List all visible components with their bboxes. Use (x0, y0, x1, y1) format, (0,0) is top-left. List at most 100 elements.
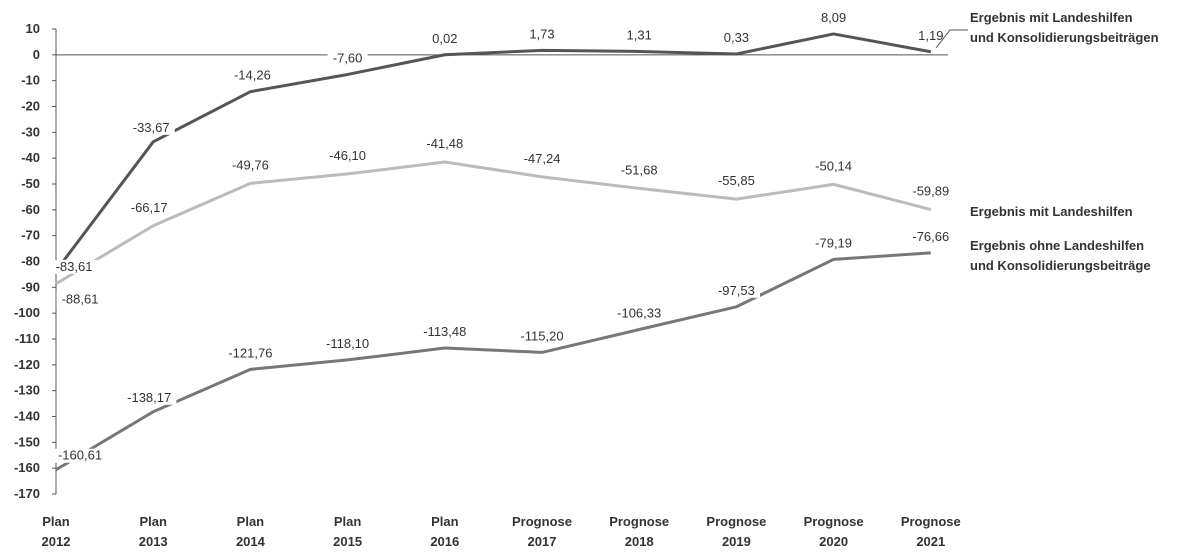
y-tick-label: -20 (21, 99, 40, 114)
x-tick-label: Prognose (706, 514, 766, 529)
data-label-background (327, 51, 368, 66)
data-label: -7,60 (333, 50, 363, 65)
data-label: -55,85 (718, 173, 755, 188)
data-label: -113,48 (423, 324, 466, 339)
x-tick-label: Prognose (609, 514, 669, 529)
data-label: -76,66 (912, 229, 949, 244)
y-tick-label: -90 (21, 279, 40, 294)
y-tick-label: -70 (21, 228, 40, 243)
x-tick-label: Plan (237, 514, 265, 529)
y-tick-label: 0 (33, 47, 40, 62)
data-label-background (226, 158, 274, 173)
data-label-background (712, 283, 760, 298)
data-label-background (122, 390, 177, 405)
x-tick-label: Plan (139, 514, 167, 529)
data-label: -160,61 (58, 448, 102, 463)
data-label-background (612, 306, 667, 321)
data-label-background (622, 28, 656, 43)
data-label-background (223, 346, 278, 361)
data-label-background (518, 151, 566, 166)
data-label-background (817, 10, 850, 25)
data-label: 0,33 (724, 30, 749, 45)
data-label: -59,89 (912, 184, 949, 199)
data-label-background (228, 68, 276, 83)
y-tick-label: -60 (21, 202, 40, 217)
data-label-background (712, 174, 760, 189)
data-label: -47,24 (524, 151, 561, 166)
y-tick-label: -130 (14, 383, 40, 398)
data-label-background (127, 120, 175, 135)
y-tick-label: -150 (14, 434, 40, 449)
data-label-background (56, 292, 104, 307)
data-label-background (428, 31, 462, 46)
data-label-background (514, 329, 570, 344)
x-tick-label: Plan (42, 514, 70, 529)
x-tick-label: 2020 (819, 534, 848, 549)
y-tick-label: -110 (15, 331, 40, 346)
x-tick-label: 2012 (42, 534, 71, 549)
data-label: -79,19 (815, 235, 852, 250)
legend-entry: Ergebnis ohne Landeshilfen (970, 238, 1144, 253)
data-label: -115,20 (520, 328, 563, 343)
data-label-background (810, 159, 858, 174)
x-tick-label: Prognose (804, 514, 864, 529)
series-line-2 (55, 160, 932, 286)
x-tick-label: Prognose (901, 514, 961, 529)
data-label: -121,76 (228, 345, 272, 360)
y-tick-label: -140 (14, 409, 40, 424)
data-label-background (421, 136, 469, 151)
data-label: -97,53 (718, 283, 755, 298)
data-label: 8,09 (821, 10, 846, 25)
data-label: -49,76 (232, 157, 269, 172)
data-label: -14,26 (234, 68, 271, 83)
x-tick-label: Prognose (512, 514, 572, 529)
data-label: -51,68 (621, 162, 658, 177)
data-label-background (907, 184, 955, 199)
legend-entry: und Konsolidierungsbeiträgen (970, 30, 1159, 45)
x-tick-label: 2021 (916, 534, 945, 549)
legend-entry: Ergebnis mit Landeshilfen (970, 204, 1133, 219)
data-label-background (907, 229, 955, 244)
data-label-background (525, 27, 559, 42)
y-tick-label: -170 (14, 486, 40, 501)
data-label: -46,10 (329, 148, 366, 163)
data-label-background (417, 324, 472, 339)
x-tick-label: 2015 (333, 534, 362, 549)
data-label: -33,67 (133, 120, 170, 135)
y-tick-label: -80 (21, 254, 40, 269)
x-tick-label: 2018 (625, 534, 654, 549)
y-tick-label: -10 (21, 73, 40, 88)
data-label: -106,33 (617, 306, 661, 321)
data-label-background (52, 448, 108, 463)
x-tick-label: 2014 (236, 534, 266, 549)
data-labels: -83,61 -33,67 -14,26 -7,60 0,02 1,73 1,31 0,33 8… (50, 10, 955, 463)
axes: 10 0 -10 -20 -30 -40 -50 -60 -70 -80 -90 -100 -110 -1… (14, 21, 961, 549)
legend-entry: und Konsolidierungsbeiträge (970, 258, 1151, 273)
data-label-background (324, 148, 372, 163)
x-tick-label: Plan (334, 514, 362, 529)
data-label: 1,19 (918, 28, 943, 43)
y-tick-label: -120 (14, 357, 40, 372)
data-label: 1,73 (529, 26, 554, 41)
y-tick-label: -100 (14, 305, 40, 320)
series-line-1 (54, 32, 932, 272)
data-label-background (320, 336, 375, 351)
data-label-background (125, 200, 173, 215)
y-tick-label: -30 (21, 124, 40, 139)
y-tick-label: -40 (21, 150, 40, 165)
data-label: -88,61 (62, 292, 99, 307)
data-label: -118,10 (326, 336, 369, 351)
legend-leader-line (935, 29, 968, 49)
data-label-background (914, 28, 948, 43)
x-tick-label: 2016 (430, 534, 459, 549)
y-tick-label: -50 (21, 176, 40, 191)
x-tick-label: 2017 (528, 534, 557, 549)
data-label: -66,17 (131, 200, 168, 215)
series-lines (54, 32, 932, 472)
x-tick-label: 2019 (722, 534, 751, 549)
data-label: 1,31 (627, 27, 652, 42)
data-label: -138,17 (127, 390, 171, 405)
data-label: -83,61 (56, 259, 93, 274)
data-label: -41,48 (426, 136, 463, 151)
